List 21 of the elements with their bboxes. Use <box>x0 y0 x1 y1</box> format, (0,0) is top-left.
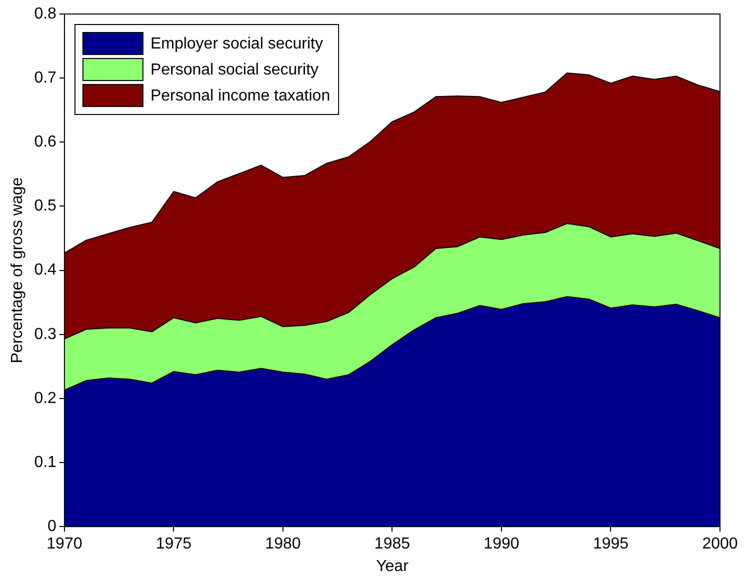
y-tick-label: 0.3 <box>34 326 57 343</box>
y-tick-label: 0 <box>48 518 57 536</box>
x-tick-label: 1980 <box>265 536 301 553</box>
y-tick-label: 0.7 <box>34 69 57 86</box>
y-axis-title: Percentage of gross wage <box>9 177 26 364</box>
x-tick-label: 1990 <box>484 536 520 553</box>
x-tick-label: 1995 <box>592 536 629 553</box>
y-tick-label: 0.1 <box>34 454 57 471</box>
y-tick-label: 0.4 <box>34 262 57 279</box>
x-axis-title: Year <box>376 558 410 575</box>
y-tick-label: 0.6 <box>34 134 57 151</box>
y-tick-label: 0.2 <box>34 390 57 407</box>
legend-label: Personal income taxation <box>150 87 330 104</box>
y-tick-label: 0.5 <box>34 198 57 215</box>
x-tick-label: 2000 <box>702 536 738 553</box>
x-tick-label: 1985 <box>374 536 410 553</box>
x-tick-label: 1970 <box>46 536 82 553</box>
legend-label: Employer social security <box>150 35 323 52</box>
x-tick-label: 1975 <box>156 536 192 553</box>
y-tick-label: 0.8 <box>34 5 57 22</box>
legend-label: Personal social security <box>150 61 319 78</box>
